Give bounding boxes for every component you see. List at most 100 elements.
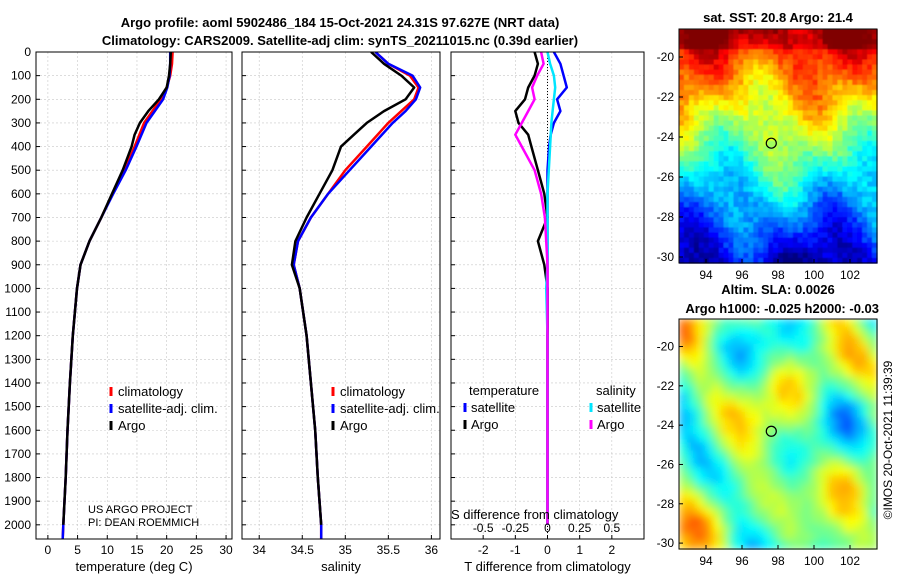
heatmap-cell: [782, 59, 789, 66]
heatmap-cell: [792, 171, 799, 178]
heatmap-cell: [786, 417, 796, 427]
heatmap-cell: [852, 64, 858, 71]
heatmap-cell: [758, 151, 764, 157]
heatmap-cell: [683, 252, 690, 259]
heatmap-cell: [718, 69, 725, 76]
heatmap-cell: [679, 156, 685, 162]
heatmap-cell: [738, 120, 744, 127]
heatmap-cell: [782, 181, 789, 188]
heatmap-cell: [758, 125, 764, 132]
heatmap-cell: [872, 186, 878, 193]
heatmap-cell: [842, 140, 848, 147]
heatmap-cell: [852, 507, 862, 517]
y-tick-label: 700: [11, 210, 31, 224]
heatmap-cell: [748, 232, 754, 239]
heatmap-cell: [708, 217, 715, 223]
heatmap-cell: [811, 409, 820, 419]
heatmap-cell: [842, 79, 848, 86]
heatmap-cell: [860, 442, 870, 452]
heatmap-cell: [794, 360, 804, 369]
heatmap-cell: [748, 217, 754, 223]
heatmap-cell: [794, 335, 804, 345]
heatmap-cell: [713, 207, 720, 213]
heatmap-cell: [844, 516, 853, 525]
heatmap-cell: [811, 466, 820, 476]
heatmap-cell: [837, 237, 843, 244]
heatmap-cell: [835, 516, 845, 525]
heatmap-cell: [693, 95, 700, 101]
heatmap-cell: [822, 161, 829, 167]
heatmap-cell: [718, 125, 725, 132]
heatmap-cell: [794, 376, 804, 386]
heatmap-cell: [763, 135, 769, 142]
heatmap-cell: [867, 120, 873, 127]
heatmap-cell: [832, 217, 838, 223]
heatmap-cell: [683, 44, 690, 50]
heatmap-cell: [712, 499, 721, 509]
heatmap-cell: [778, 507, 787, 517]
heatmap-cell: [761, 343, 771, 353]
heatmap-cell: [778, 100, 784, 106]
heatmap-cell: [827, 115, 834, 122]
heatmap-cell: [832, 151, 838, 157]
heatmap-cell: [718, 39, 725, 45]
heatmap-cell: [857, 59, 863, 66]
heatmap-cell: [822, 90, 829, 96]
heatmap-cell: [778, 69, 784, 76]
heatmap-cell: [745, 376, 754, 386]
heatmap-cell: [822, 257, 829, 264]
heatmap-cell: [758, 54, 764, 61]
heatmap-cell: [693, 125, 700, 132]
heatmap-cell: [768, 110, 774, 117]
heatmap-cell: [728, 130, 735, 137]
heatmap-cell: [763, 212, 769, 218]
heatmap-cell: [778, 120, 784, 127]
heatmap-cell: [794, 507, 804, 517]
heatmap-cell: [743, 146, 749, 152]
heatmap-cell: [708, 171, 715, 178]
heatmap-cell: [713, 105, 720, 111]
heatmap-cell: [693, 247, 700, 254]
heatmap-cell: [872, 49, 878, 56]
heatmap-cell: [852, 392, 862, 402]
heatmap-cell: [787, 74, 794, 81]
heatmap-cell: [852, 125, 858, 132]
heatmap-cell: [768, 176, 774, 183]
heatmap-cell: [723, 222, 730, 228]
heatmap-cell: [695, 392, 705, 402]
heatmap-cell: [867, 29, 873, 35]
heatmap-cell: [827, 135, 834, 142]
heatmap-cell: [761, 499, 771, 509]
heatmap-cell: [713, 156, 720, 162]
heatmap-cell: [683, 247, 690, 254]
heatmap-cell: [868, 532, 878, 542]
heatmap-cell: [837, 39, 843, 45]
heatmap-cell: [718, 146, 725, 152]
heatmap-cell: [736, 409, 746, 419]
heatmap-cell: [802, 524, 812, 534]
heatmap-cell: [842, 54, 848, 61]
heatmap-cell: [753, 376, 763, 386]
heatmap-cell: [847, 242, 853, 249]
heatmap-cell: [852, 434, 862, 443]
heatmap-cell: [872, 135, 878, 142]
heatmap-cell: [802, 140, 809, 147]
heatmap-cell: [811, 376, 820, 386]
heatmap-cell: [787, 110, 794, 117]
heatmap-cell: [753, 532, 763, 542]
heatmap-cell: [753, 507, 763, 517]
heatmap-cell: [683, 207, 690, 213]
heatmap-cell: [708, 105, 715, 111]
x-tick-label: 96: [735, 268, 749, 282]
heatmap-cell: [782, 166, 789, 173]
heatmap-cell: [745, 409, 754, 419]
heatmap-cell: [753, 69, 759, 76]
heatmap-cell: [786, 376, 796, 386]
heatmap-cell: [768, 171, 774, 178]
heatmap-cell: [872, 146, 878, 152]
heatmap-cell: [811, 384, 820, 394]
heatmap-cell: [768, 95, 774, 101]
heatmap-cell: [786, 499, 796, 509]
heatmap-cell: [713, 79, 720, 86]
heatmap-cell: [797, 252, 804, 259]
